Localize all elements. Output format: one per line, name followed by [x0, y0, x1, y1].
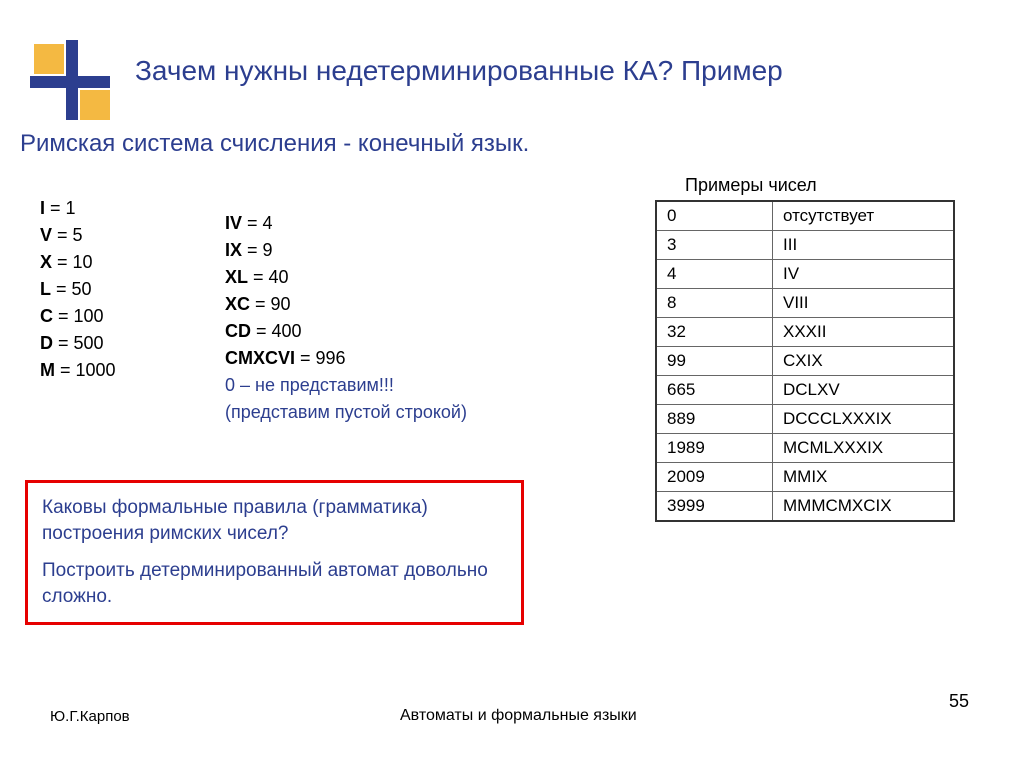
table-row: 3999MMMCMXCIX [656, 492, 954, 522]
table-cell-number: 3 [656, 231, 773, 260]
table-cell-roman: MMMCMXCIX [773, 492, 955, 522]
symbol-entry: D = 500 [40, 330, 116, 357]
table-row: 32XXXII [656, 318, 954, 347]
symbol-entry: XC = 90 [225, 291, 467, 318]
symbol-entry: XL = 40 [225, 264, 467, 291]
slide-subtitle: Римская система счисления - конечный язы… [20, 130, 529, 158]
symbol-entry: CD = 400 [225, 318, 467, 345]
table-row: 8VIII [656, 289, 954, 318]
table-cell-number: 99 [656, 347, 773, 376]
table-cell-number: 4 [656, 260, 773, 289]
table-row: 4IV [656, 260, 954, 289]
symbol-entry: IV = 4 [225, 210, 467, 237]
symbol-entry: M = 1000 [40, 357, 116, 384]
table-cell-number: 665 [656, 376, 773, 405]
symbol-entry: IX = 9 [225, 237, 467, 264]
table-cell-roman: MMIX [773, 463, 955, 492]
table-cell-roman: III [773, 231, 955, 260]
examples-table: 0отсутствует3III4IV8VIII32XXXII99CXIX665… [655, 200, 955, 522]
footer-author: Ю.Г.Карпов [50, 708, 130, 725]
table-row: 889DCCCLXXXIX [656, 405, 954, 434]
slide-logo [30, 40, 110, 120]
note-line: 0 – не представим!!! [225, 372, 467, 399]
table-cell-number: 1989 [656, 434, 773, 463]
table-cell-roman: DCCCLXXXIX [773, 405, 955, 434]
table-cell-number: 2009 [656, 463, 773, 492]
footer-title: Автоматы и формальные языки [400, 707, 637, 725]
symbol-entry: CMXCVI = 996 [225, 345, 467, 372]
table-cell-roman: CXIX [773, 347, 955, 376]
table-cell-number: 32 [656, 318, 773, 347]
slide-number: 55 [949, 691, 969, 712]
table-row: 2009MMIX [656, 463, 954, 492]
symbols-column-2: IV = 4IX = 9XL = 40XC = 90CD = 400CMXCVI… [225, 210, 467, 426]
symbol-entry: I = 1 [40, 195, 116, 222]
examples-table-title: Примеры чисел [685, 175, 817, 196]
table-cell-roman: DCLXV [773, 376, 955, 405]
table-cell-number: 0 [656, 201, 773, 231]
symbol-entry: L = 50 [40, 276, 116, 303]
symbol-entry: X = 10 [40, 249, 116, 276]
symbol-entry: V = 5 [40, 222, 116, 249]
table-row: 3III [656, 231, 954, 260]
symbol-entry: C = 100 [40, 303, 116, 330]
table-row: 665DCLXV [656, 376, 954, 405]
table-row: 0отсутствует [656, 201, 954, 231]
table-cell-roman: MCMLXXXIX [773, 434, 955, 463]
table-cell-roman: XXXII [773, 318, 955, 347]
symbols-column-1: I = 1V = 5X = 10L = 50C = 100D = 500M = … [40, 195, 116, 384]
table-cell-number: 8 [656, 289, 773, 318]
question-line-1: Каковы формальные правила (грамматика) п… [42, 495, 507, 546]
table-cell-number: 889 [656, 405, 773, 434]
table-row: 99CXIX [656, 347, 954, 376]
table-cell-roman: отсутствует [773, 201, 955, 231]
table-row: 1989MCMLXXXIX [656, 434, 954, 463]
note-line: (представим пустой строкой) [225, 399, 467, 426]
question-line-2: Построить детерминированный автомат дово… [42, 558, 507, 609]
table-cell-roman: IV [773, 260, 955, 289]
slide-title: Зачем нужны недетерминированные КА? Прим… [135, 55, 783, 87]
table-cell-number: 3999 [656, 492, 773, 522]
table-cell-roman: VIII [773, 289, 955, 318]
question-box: Каковы формальные правила (грамматика) п… [25, 480, 524, 625]
